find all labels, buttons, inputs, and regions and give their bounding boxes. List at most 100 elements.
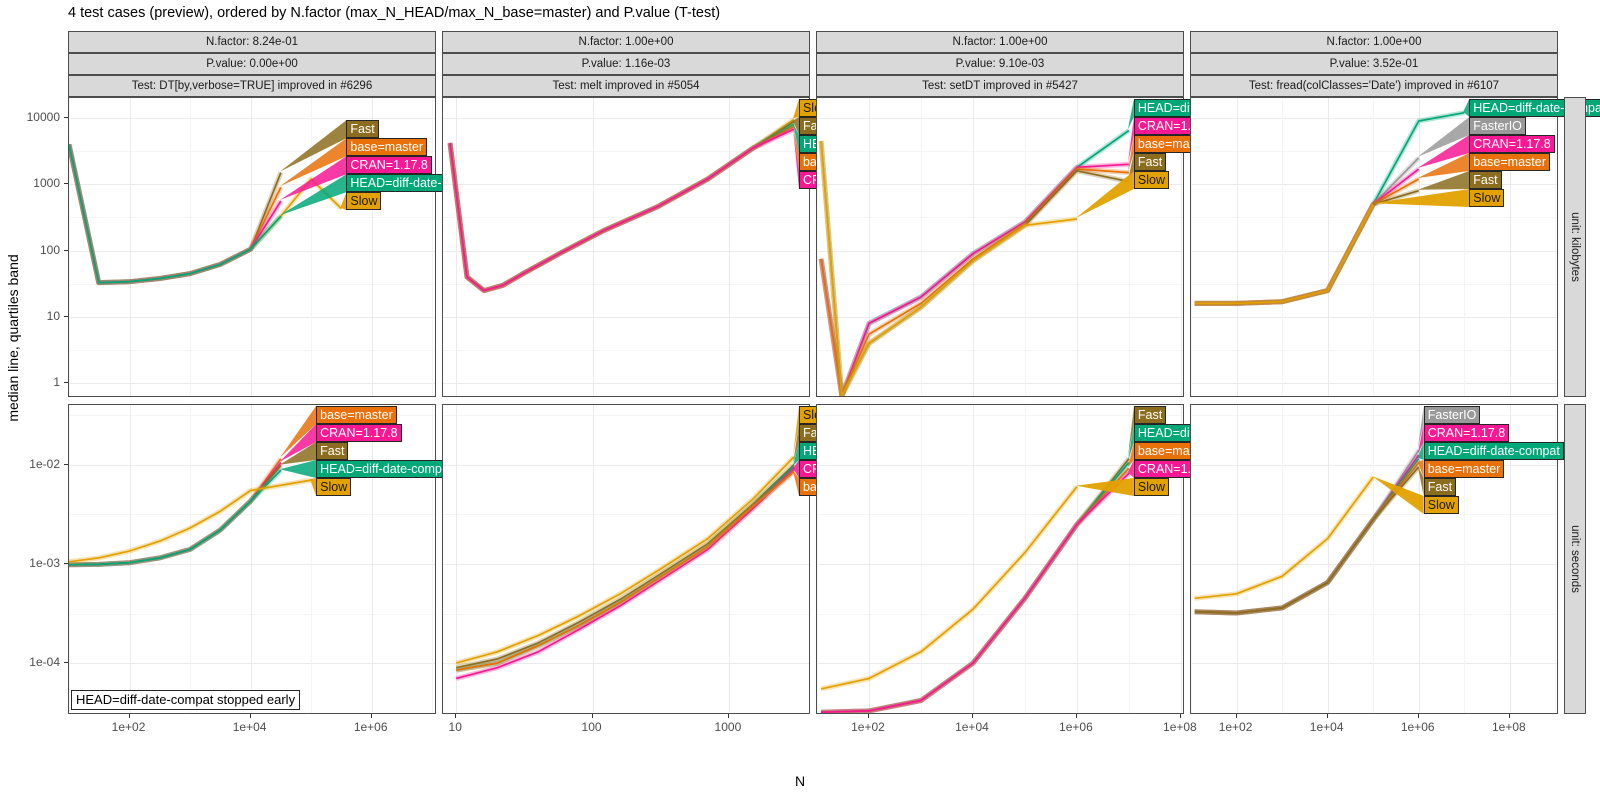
gridline-x-minor — [432, 98, 433, 396]
series-median-line — [456, 466, 795, 671]
gridline-x-minor — [921, 98, 922, 396]
series-direct-label: FasterIO — [1469, 117, 1526, 135]
facet-row-strip: unit: seconds — [1564, 404, 1586, 714]
gridline-y-minor — [1191, 614, 1557, 615]
gridline-y-minor — [1191, 151, 1557, 152]
series-median-line — [449, 118, 795, 292]
gridline-y-minor — [1191, 350, 1557, 351]
x-tick-label: 1e+02 — [1218, 720, 1253, 734]
series-median-line — [820, 486, 1078, 690]
gridline-x-minor — [311, 98, 312, 396]
series-quartile-band — [1194, 448, 1421, 616]
gridline-y-minor — [443, 415, 809, 416]
gridline-y-major — [69, 184, 435, 185]
gridline-y-major — [1191, 663, 1557, 664]
series-quartile-band — [447, 126, 796, 294]
series-quartile-band — [69, 143, 344, 286]
x-tick-mark — [591, 714, 593, 718]
series-direct-label: base=master — [346, 138, 427, 157]
series-quartile-band — [455, 469, 796, 673]
gridline-x-major — [1419, 405, 1420, 713]
x-tick-mark — [128, 714, 130, 718]
page-title: 4 test cases (preview), ordered by N.fac… — [68, 5, 721, 21]
gridline-x-major — [1510, 405, 1511, 713]
series-quartile-band — [1194, 461, 1421, 616]
gridline-y-minor — [443, 151, 809, 152]
x-tick-mark — [1075, 714, 1077, 718]
gridline-x-major — [1181, 405, 1182, 713]
y-tick-label: 10 — [46, 309, 60, 323]
gridline-x-major — [593, 98, 594, 396]
series-quartile-band — [69, 143, 284, 286]
gridline-x-minor — [1555, 98, 1556, 396]
strip-test-name: Test: melt improved in #5054 — [442, 75, 810, 97]
gridline-y-minor — [1191, 284, 1557, 285]
x-tick-label: 1e+02 — [851, 720, 885, 734]
series-layer — [818, 128, 1131, 396]
x-tick-mark — [1179, 714, 1181, 718]
series-quartile-band — [1194, 110, 1465, 306]
x-tick-label: 100 — [581, 720, 602, 734]
gridline-x-major — [1077, 98, 1078, 396]
gridline-y-major — [817, 118, 1183, 119]
series-median-line — [455, 468, 795, 680]
strip-p-value: P.value: 0.00e+00 — [68, 53, 436, 75]
gridline-y-minor — [69, 713, 435, 714]
series-direct-label: Fast — [1469, 171, 1502, 189]
x-tick-mark — [727, 714, 729, 718]
series-quartile-band — [821, 457, 1131, 713]
x-tick-label: 1e+02 — [111, 720, 146, 734]
strip-p-value: P.value: 9.10e-03 — [816, 53, 1184, 75]
x-tick-mark — [249, 714, 251, 718]
gridline-y-minor — [69, 514, 435, 515]
gridline-y-minor — [817, 415, 1183, 416]
gridline-x-minor — [311, 405, 312, 713]
series-median-line — [1194, 111, 1465, 305]
gridline-y-minor — [817, 350, 1183, 351]
series-median-line — [456, 471, 795, 671]
gridline-y-minor — [443, 514, 809, 515]
series-median-line — [455, 456, 795, 664]
series-quartile-band — [455, 455, 796, 666]
y-tick-mark — [64, 464, 68, 465]
series-quartile-band — [447, 119, 796, 294]
y-tick-label: 1 — [53, 375, 60, 389]
y-axis-title: median line, quartiles band — [5, 254, 21, 422]
gridline-y-minor — [817, 614, 1183, 615]
gridline-y-major — [817, 184, 1183, 185]
gridline-y-major — [443, 317, 809, 318]
gridline-x-minor — [921, 405, 922, 713]
gridline-x-minor — [1282, 405, 1283, 713]
gridline-x-minor — [1191, 98, 1192, 396]
gridline-x-major — [1181, 98, 1182, 396]
series-quartile-band — [69, 461, 283, 568]
series-direct-label: FasterIO — [1423, 406, 1481, 424]
gridline-y-major — [69, 564, 435, 565]
series-median-line — [449, 123, 795, 292]
series-quartile-band — [1194, 475, 1376, 601]
gridline-x-major — [372, 98, 373, 396]
gridline-y-minor — [69, 151, 435, 152]
x-tick-mark — [1326, 714, 1328, 718]
gridline-x-minor — [1464, 98, 1465, 396]
y-tick-label: 100 — [39, 243, 60, 257]
x-tick-label: 10 — [448, 720, 462, 734]
y-tick-mark — [64, 662, 68, 663]
x-tick-mark — [1235, 714, 1237, 718]
series-median-line — [821, 458, 1130, 713]
gridline-y-major — [69, 663, 435, 664]
gridline-y-minor — [817, 151, 1183, 152]
y-tick-mark — [64, 563, 68, 564]
gridline-y-minor — [69, 350, 435, 351]
strip-n-factor: N.factor: 1.00e+00 — [442, 31, 810, 53]
y-tick-mark — [64, 316, 68, 317]
strip-p-value: P.value: 3.52e-01 — [1190, 53, 1558, 75]
series-direct-label: CRAN=1.17.8 — [1469, 135, 1555, 153]
series-median-line — [69, 144, 282, 284]
series-median-line — [821, 467, 1130, 713]
y-tick-mark — [64, 382, 68, 383]
x-tick-label: 1e+06 — [353, 720, 388, 734]
series-direct-label: HEAD=diff-date-compat — [316, 460, 457, 478]
gridline-y-minor — [69, 415, 435, 416]
y-tick-label: 10000 — [26, 110, 60, 124]
